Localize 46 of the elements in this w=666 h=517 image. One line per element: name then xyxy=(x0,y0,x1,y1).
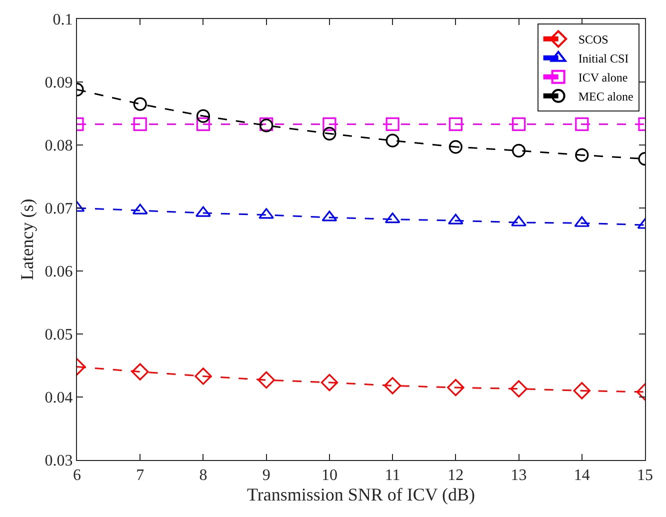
point xyxy=(196,109,210,123)
point xyxy=(132,363,149,380)
point xyxy=(575,117,589,132)
point xyxy=(133,117,147,132)
point xyxy=(386,134,400,148)
point xyxy=(322,117,336,132)
point xyxy=(258,371,275,389)
y-axis-title: Latency (s) xyxy=(17,198,37,280)
point xyxy=(575,148,589,162)
x-tick-label: 13 xyxy=(510,467,527,484)
point xyxy=(448,140,462,154)
legend-label: Initial CSI xyxy=(578,52,629,66)
y-tick-label: 0.07 xyxy=(44,200,73,218)
point xyxy=(322,126,336,140)
point xyxy=(133,97,147,111)
y-tick-label: 0.09 xyxy=(44,74,73,92)
point xyxy=(384,377,402,394)
y-tick-label: 0.05 xyxy=(44,326,73,344)
x-tick-label: 11 xyxy=(384,467,400,484)
y-tick-label: 0.06 xyxy=(44,264,73,281)
x-tick-label: 6 xyxy=(73,467,81,484)
point xyxy=(448,117,462,132)
y-tick-label: 0.08 xyxy=(44,138,73,155)
point xyxy=(573,382,590,400)
y-tick-label: 0.03 xyxy=(44,452,73,470)
point xyxy=(320,374,338,392)
y-tick-label: 0.04 xyxy=(44,390,73,407)
point xyxy=(510,380,528,398)
legend-label: SCOS xyxy=(578,32,608,47)
legend-label: MEC alone xyxy=(578,90,634,104)
point xyxy=(512,144,526,158)
y-tick-label: 0.1 xyxy=(52,12,73,29)
x-tick-label: 14 xyxy=(574,467,590,484)
point xyxy=(196,117,210,132)
x-tick-label: 9 xyxy=(262,467,270,484)
x-tick-label: 10 xyxy=(321,467,338,484)
x-tick-label: 12 xyxy=(448,467,464,484)
point xyxy=(447,378,464,396)
legend-label: ICV alone xyxy=(578,70,628,85)
point xyxy=(386,117,400,132)
point xyxy=(194,368,212,385)
point xyxy=(512,117,526,132)
x-axis-title: Transmission SNR of ICV (dB) xyxy=(246,484,476,504)
x-tick-label: 7 xyxy=(136,467,144,484)
x-tick-label: 15 xyxy=(637,467,653,484)
x-tick-label: 8 xyxy=(199,467,208,484)
